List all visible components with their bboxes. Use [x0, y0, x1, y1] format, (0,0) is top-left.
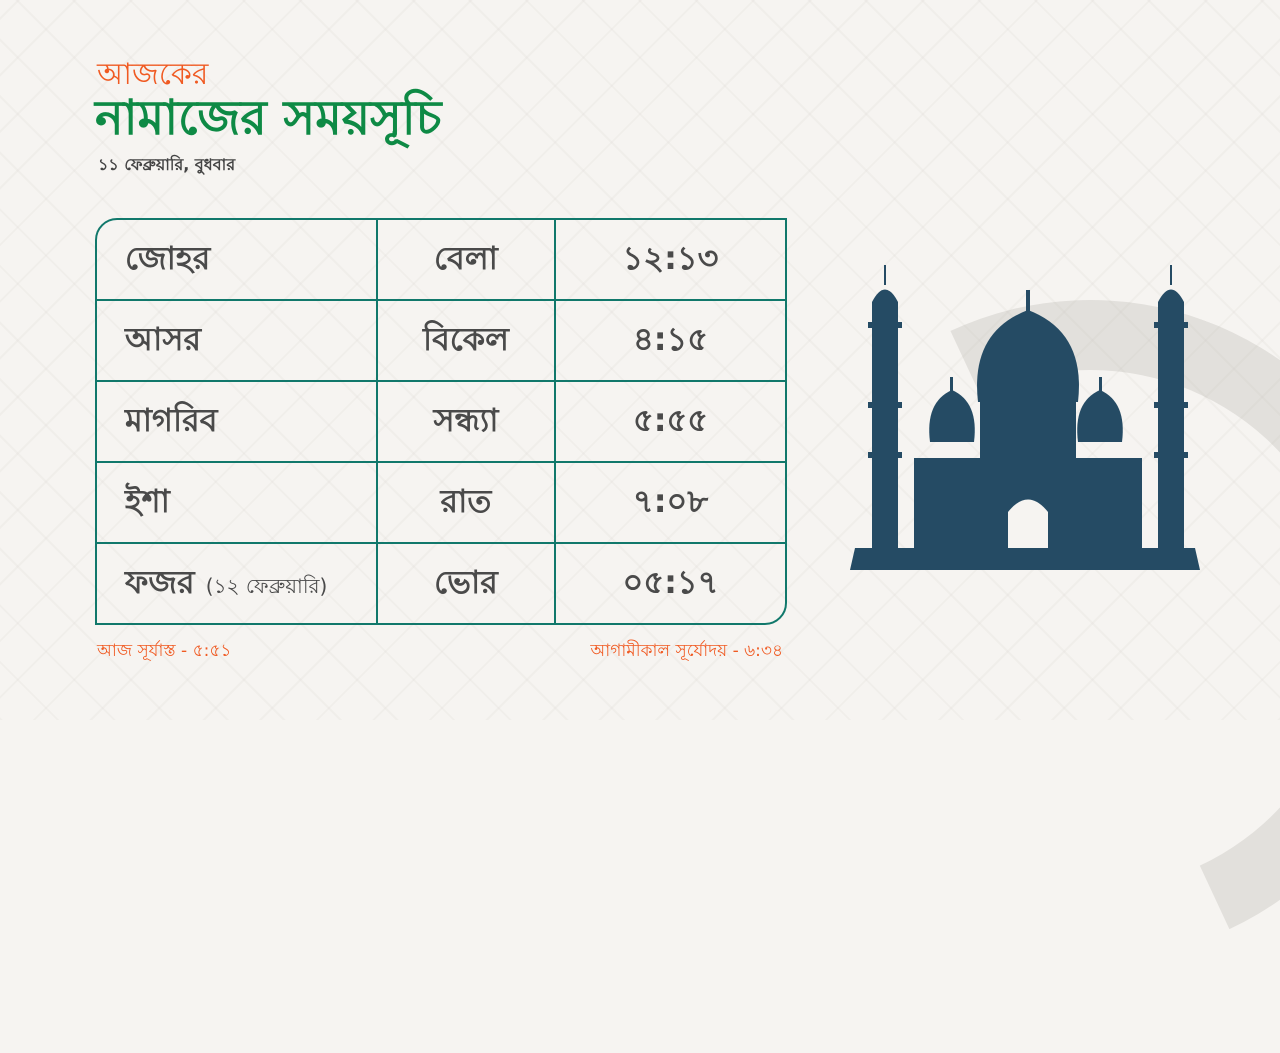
- prayer-name: জোহর: [97, 220, 378, 301]
- prayer-time: ৫:৫৫: [556, 382, 785, 463]
- prayer-time: ০৫:১৭: [622, 562, 719, 601]
- prayer-name: আসর: [97, 301, 378, 382]
- kicker: আজকের: [97, 57, 209, 92]
- prayer-name-text: জোহর: [125, 238, 211, 277]
- prayer-name-text: ফজর: [125, 562, 195, 601]
- prayer-note: (১২ ফেব্রুয়ারি): [205, 573, 328, 598]
- mosque-icon: [850, 265, 1200, 570]
- prayer-times-table: জোহর বেলা ১২:১৩ আসর বিকেল ৪:১৫ মাগরিব সন…: [95, 218, 787, 625]
- prayer-name-text: মাগরিব: [125, 400, 218, 439]
- prayer-time: ৪:১৫: [556, 301, 785, 382]
- table-row: মাগরিব সন্ধ্যা ৫:৫৫: [97, 382, 785, 463]
- sunset-text: আজ সূর্যাস্ত - ৫:৫১: [97, 641, 232, 661]
- prayer-time: ৭:০৮: [556, 463, 785, 544]
- prayer-period: রাত: [378, 463, 556, 544]
- date: ১১ ফেব্রুয়ারি, বুধবার: [98, 155, 236, 174]
- prayer-name-text: ইশা: [125, 481, 170, 520]
- table-row: ইশা রাত ৭:০৮: [97, 463, 785, 544]
- prayer-period: বেলা: [378, 220, 556, 301]
- prayer-name: ফজর (১২ ফেব্রুয়ারি): [97, 544, 378, 623]
- sunrise-text: আগামীকাল সূর্যোদয় - ৬:৩৪: [590, 641, 783, 661]
- prayer-period: বিকেল: [378, 301, 556, 382]
- table-row: ফজর (১২ ফেব্রুয়ারি) ভোর ০৫:১৭: [97, 544, 785, 623]
- table-row: আসর বিকেল ৪:১৫: [97, 301, 785, 382]
- page-title: নামাজের সময়সূচি: [95, 90, 442, 146]
- prayer-time: ১২:১৩: [556, 220, 785, 301]
- prayer-name-text: আসর: [125, 319, 202, 358]
- prayer-period: ভোর: [378, 544, 556, 623]
- prayer-period: সন্ধ্যা: [378, 382, 556, 463]
- prayer-name: ইশা: [97, 463, 378, 544]
- table-row: জোহর বেলা ১২:১৩: [97, 220, 785, 301]
- prayer-name: মাগরিব: [97, 382, 378, 463]
